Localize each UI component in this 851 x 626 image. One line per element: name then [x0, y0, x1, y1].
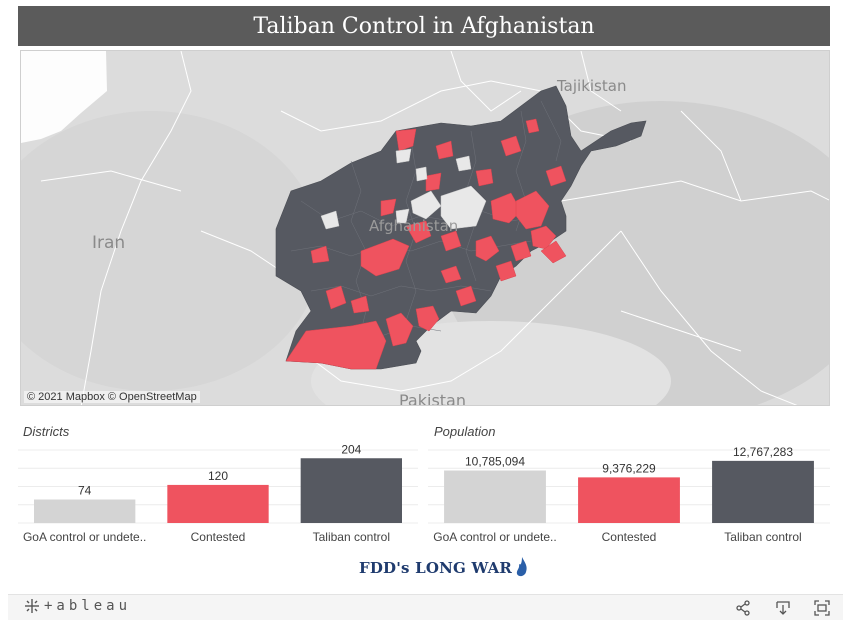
label-afghanistan: Afghanistan	[369, 217, 459, 235]
afghanistan-map[interactable]: Tajikistan Iran Afghanistan Pakistan © 2…	[20, 50, 830, 406]
contested-regions[interactable]	[285, 118, 567, 370]
label-pakistan: Pakistan	[399, 391, 466, 406]
districts-bar-2[interactable]	[167, 484, 269, 523]
population-category-label-2: Contested	[602, 530, 657, 544]
population-chart-title: Population	[434, 424, 496, 439]
share-icon[interactable]	[733, 598, 753, 618]
population-category-label-3: Taliban control	[724, 530, 801, 544]
population-bar-3[interactable]	[712, 460, 814, 523]
tableau-wordmark: +ableau	[44, 598, 132, 614]
population-value-label-3: 12,767,283	[733, 445, 793, 459]
districts-chart-title: Districts	[23, 424, 70, 439]
afghanistan-districts[interactable]	[275, 85, 647, 370]
population-bar-chart[interactable]: 10,785,094 GoA control or undete.. 9,376,2…	[428, 445, 830, 550]
districts-value-label-2: 120	[208, 469, 228, 483]
contested-helmand[interactable]	[285, 320, 387, 370]
population-category-label-1: GoA control or undete..	[433, 530, 556, 544]
tableau-brand[interactable]: +ableau	[24, 598, 131, 614]
fdd-long-war-logo: FDD's LONG WAR	[359, 555, 528, 581]
flame-icon	[516, 557, 527, 577]
map-attribution[interactable]: © 2021 Mapbox © OpenStreetMap	[24, 391, 200, 403]
population-value-label-1: 10,785,094	[465, 455, 525, 469]
logo-text: FDD's LONG WAR	[359, 559, 513, 577]
dashboard-title-text: Taliban Control in Afghanistan	[253, 13, 595, 39]
districts-bar-3[interactable]	[300, 458, 402, 523]
label-iran: Iran	[92, 233, 126, 253]
population-bar-1[interactable]	[444, 470, 546, 523]
tableau-logo-icon	[25, 599, 39, 613]
population-bar-2[interactable]	[578, 477, 680, 523]
districts-bar-chart[interactable]: 74 GoA control or undete.. 120 Contested 204…	[18, 442, 418, 550]
goa-regions[interactable]	[320, 148, 487, 230]
districts-category-label-2: Contested	[191, 530, 246, 544]
map-canvas[interactable]	[21, 51, 830, 406]
districts-category-label-1: GoA control or undete..	[23, 530, 146, 544]
label-tajikistan: Tajikistan	[557, 77, 627, 95]
population-value-label-2: 9,376,229	[602, 461, 656, 475]
districts-value-label-3: 204	[341, 442, 361, 456]
goa-kabul-area[interactable]	[410, 190, 442, 220]
fullscreen-icon[interactable]	[812, 598, 832, 618]
dashboard-title: Taliban Control in Afghanistan	[18, 6, 830, 46]
tableau-toolbar: +ableau	[8, 594, 843, 620]
districts-category-label-3: Taliban control	[313, 530, 390, 544]
districts-value-label-1: 74	[78, 484, 92, 498]
country-borders	[40, 51, 829, 405]
download-icon[interactable]	[773, 598, 793, 618]
districts-bar-1[interactable]	[34, 499, 136, 523]
water-body	[21, 51, 107, 143]
